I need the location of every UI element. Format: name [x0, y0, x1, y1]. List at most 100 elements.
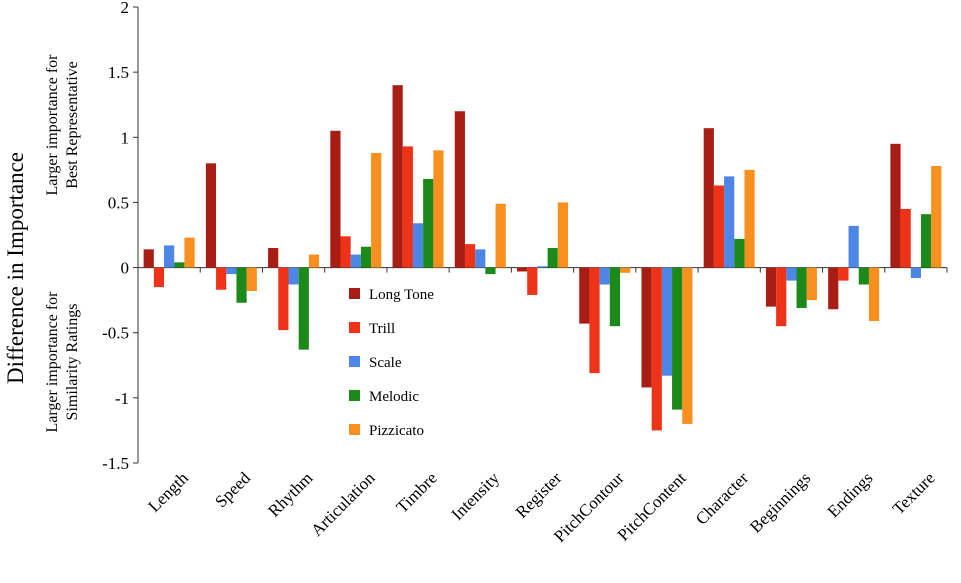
legend-swatch [349, 424, 360, 435]
category-label: Length [144, 468, 192, 516]
bar-pizzicato [931, 165, 942, 268]
bar-melodic [672, 267, 683, 410]
legend-label: Trill [369, 321, 395, 337]
bar-long-tone [579, 267, 590, 324]
bar-trill [589, 267, 600, 374]
bar-scale [288, 267, 299, 285]
bar-melodic [485, 267, 496, 275]
bar-trill [651, 267, 662, 431]
bar-long-tone [828, 267, 839, 310]
category-label: Intensity [448, 468, 504, 524]
bar-trill [464, 244, 476, 268]
bar-trill [153, 267, 165, 288]
bar-trill [216, 267, 227, 290]
bar-pizzicato [308, 254, 320, 268]
bar-scale [412, 223, 424, 268]
legend-swatch [349, 288, 360, 299]
y-note-upper-line2: Best Representative [64, 61, 81, 189]
bar-scale [786, 267, 797, 281]
bar-pizzicato [620, 267, 631, 273]
bar-scale [724, 176, 735, 268]
category-label: Beginnings [746, 468, 814, 536]
bar-long-tone [454, 111, 465, 268]
category-label: Texture [889, 468, 939, 518]
category-label: Timbre [392, 468, 440, 516]
y-tick-label: -0.5 [102, 324, 129, 343]
bar-melodic [174, 262, 185, 268]
y-tick-label: 2 [121, 0, 130, 17]
bar-trill [900, 208, 911, 268]
bar-pizzicato [371, 152, 382, 268]
legend-label: Melodic [369, 389, 419, 405]
legend-label: Long Tone [369, 287, 434, 303]
bar-melodic [858, 267, 869, 285]
bar-scale [350, 254, 361, 268]
bar-long-tone [143, 249, 154, 268]
bar-melodic [609, 267, 621, 327]
bar-scale [475, 249, 486, 268]
bar-long-tone [268, 248, 279, 268]
bar-pizzicato [184, 237, 195, 268]
bar-long-tone [703, 128, 714, 268]
bar-melodic [360, 246, 372, 268]
bar-melodic [796, 267, 807, 308]
bar-scale [661, 267, 673, 376]
bar-scale [910, 267, 921, 278]
bar-long-tone [890, 143, 901, 268]
legend-swatch [349, 322, 360, 333]
y-note-lower-line2: Similarity Ratings [64, 304, 81, 421]
bar-scale [599, 267, 610, 285]
bar-scale [848, 225, 859, 268]
bar-scale [537, 266, 548, 268]
bar-melodic [423, 178, 434, 268]
legend-swatch [349, 356, 360, 367]
bar-pizzicato [557, 202, 568, 268]
bar-trill [340, 236, 351, 268]
bar-pizzicato [868, 267, 880, 321]
bar-pizzicato [744, 169, 755, 268]
category-label: Register [512, 468, 566, 522]
category-label: Rhythm [264, 468, 316, 520]
bar-trill [713, 185, 725, 268]
bar-long-tone [392, 85, 403, 268]
bar-melodic [734, 238, 745, 268]
y-tick-label: 1 [121, 128, 130, 147]
y-note-upper-line1: Larger importance for [44, 54, 61, 196]
category-label: Character [692, 468, 752, 528]
bar-pizzicato [433, 150, 444, 268]
bar-melodic [547, 248, 558, 268]
bar-melodic [236, 267, 247, 303]
bar-scale [226, 267, 237, 275]
bar-pizzicato [246, 267, 257, 292]
y-tick-label: -1 [115, 389, 129, 408]
legend-label: Pizzicato [369, 423, 424, 439]
y-tick-label: 1.5 [108, 63, 129, 82]
bar-trill [838, 267, 849, 281]
y-axis-title: Difference in Importance [3, 152, 28, 384]
bar-trill [527, 267, 538, 295]
y-tick-label: -1.5 [102, 454, 129, 473]
bar-trill [278, 267, 289, 331]
legend: Long Tone Trill Scale Melodic Pizzicato [349, 287, 434, 439]
y-tick-label: 0 [121, 259, 130, 278]
y-tick-label: 0.5 [108, 193, 129, 212]
bar-melodic [920, 214, 932, 268]
category-label: Articulation [307, 468, 379, 540]
bar-long-tone [517, 267, 528, 272]
bar-trill [776, 267, 787, 327]
bar-long-tone [765, 267, 777, 307]
bar-long-tone [641, 267, 652, 388]
plot-area: 2 1.5 1 0.5 0 -0.5 -1 -1.5 Length Speed RhythmArti… [102, 0, 948, 546]
category-label: Endings [824, 468, 877, 521]
bar-scale [164, 245, 175, 268]
category-label: Speed [211, 468, 254, 511]
bar-pizzicato [495, 203, 506, 268]
legend-swatch [349, 390, 360, 401]
bar-long-tone [330, 130, 341, 268]
y-note-lower-line1: Larger importance for [44, 291, 61, 433]
bar-pizzicato [806, 267, 817, 301]
bar-pizzicato [682, 267, 693, 424]
legend-label: Scale [369, 355, 402, 371]
bar-long-tone [205, 163, 217, 268]
